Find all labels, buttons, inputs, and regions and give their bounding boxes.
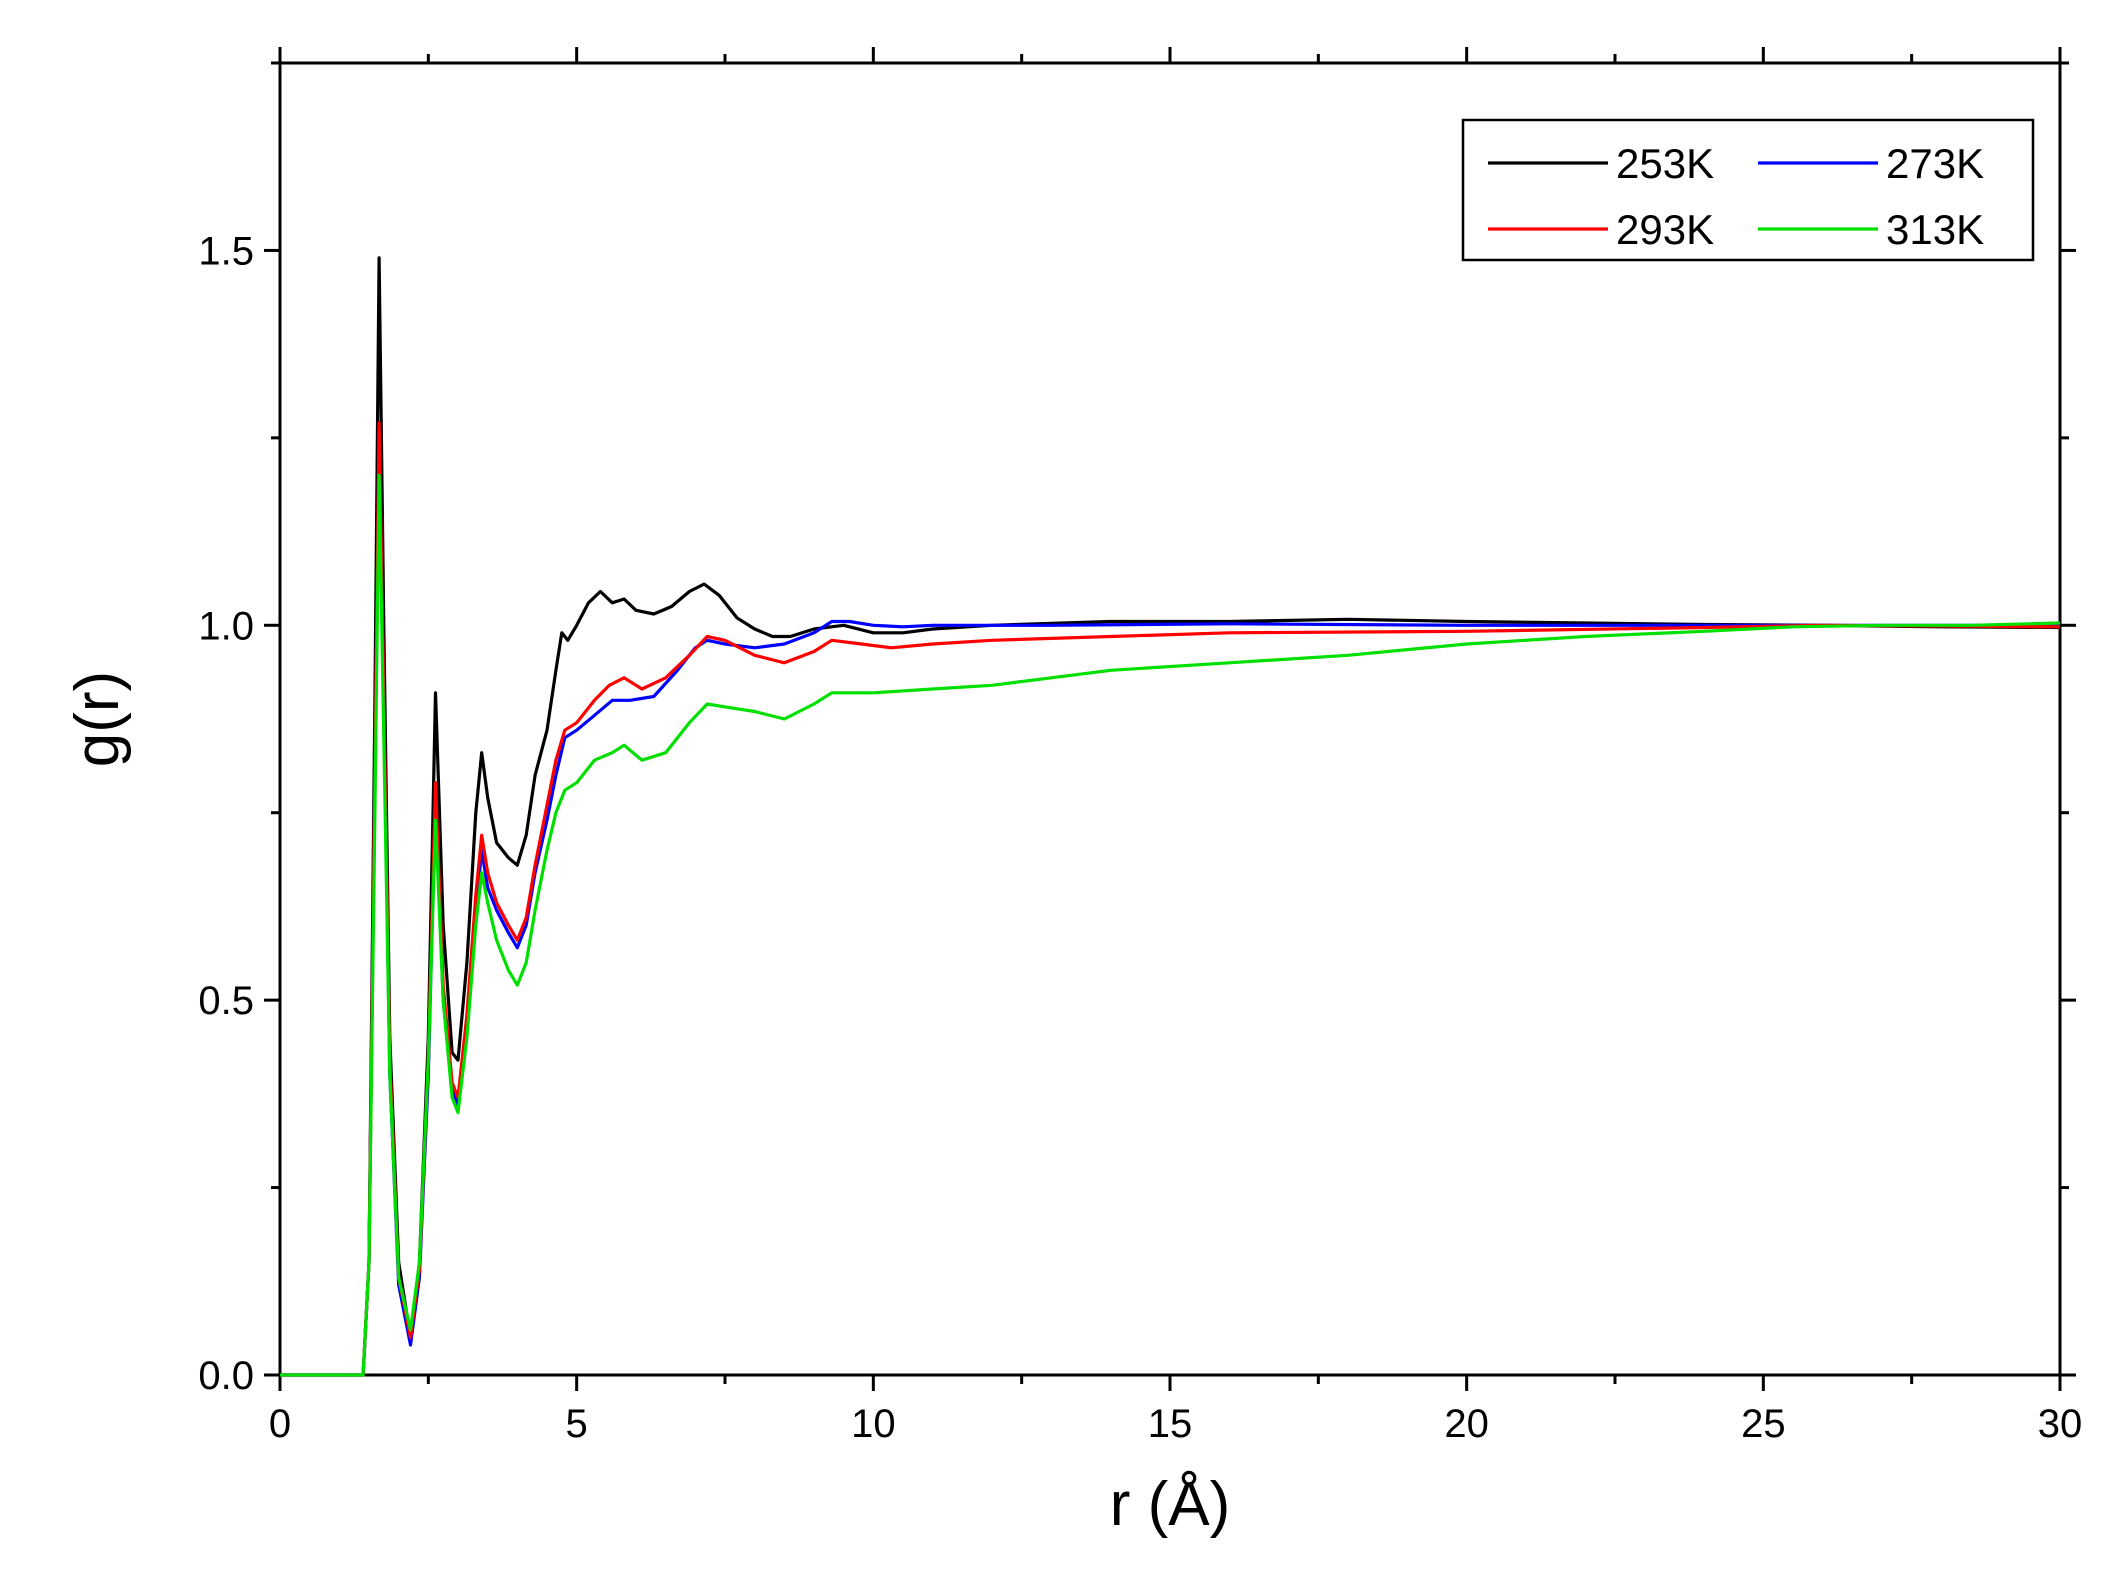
series-line-273K — [280, 428, 2060, 1377]
x-tick-label: 5 — [566, 1402, 588, 1446]
legend-box — [1461, 118, 2035, 262]
x-tick-label: 0 — [269, 1402, 291, 1446]
y-tick-label: 0.5 — [198, 979, 254, 1023]
x-tick-label: 25 — [1741, 1402, 1786, 1446]
x-tick-label: 30 — [2038, 1402, 2083, 1446]
legend-label: 293K — [1616, 206, 1714, 253]
legend-label: 273K — [1886, 140, 1984, 187]
x-tick-label: 15 — [1148, 1402, 1193, 1446]
chart-legend: 253K 273K 293K 313K — [1461, 118, 2035, 262]
series-line-293K — [280, 421, 2061, 1377]
chart-axes: 0 5 10 15 20 25 30 0.0 0.5 1.0 1.5 — [198, 47, 2082, 1446]
y-axis-title: g(r) — [63, 671, 132, 767]
y-tick-label: 1.0 — [198, 604, 254, 648]
x-tick-label: 20 — [1444, 1402, 1489, 1446]
legend-label: 313K — [1886, 206, 1984, 253]
y-tick-label: 0.0 — [198, 1354, 254, 1398]
series-line-313K — [280, 473, 2061, 1377]
legend-label: 253K — [1616, 140, 1714, 187]
series-layer — [280, 256, 2061, 1377]
x-tick-label: 10 — [851, 1402, 896, 1446]
y-tick-label: 1.5 — [198, 229, 254, 273]
x-axis-title: r (Å) — [1110, 1470, 1231, 1539]
